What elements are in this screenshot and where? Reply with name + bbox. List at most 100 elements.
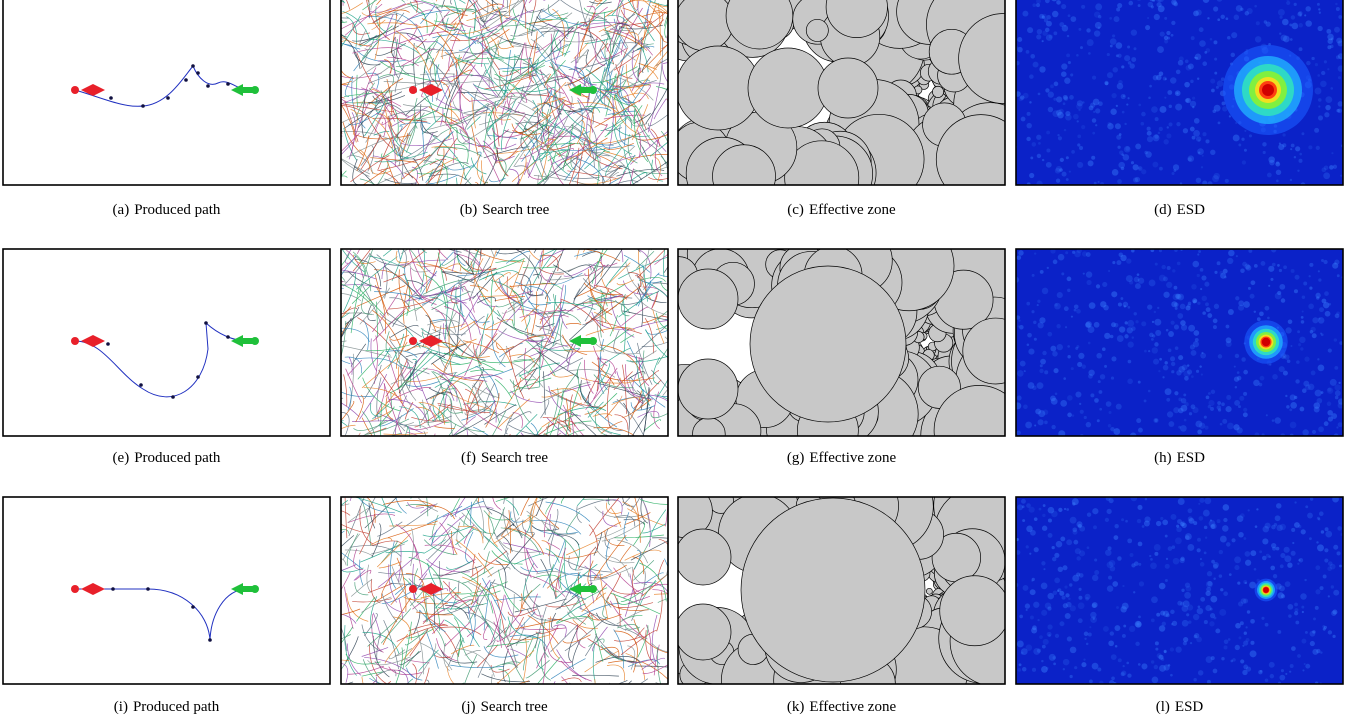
density-speck — [1330, 87, 1333, 90]
density-speck — [1233, 135, 1240, 142]
caption-label: (i) — [114, 699, 128, 715]
background — [3, 249, 330, 436]
density-speck — [1069, 95, 1074, 100]
density-speck — [1138, 563, 1141, 566]
density-speck — [1098, 15, 1101, 18]
density-speck — [1111, 676, 1115, 680]
density-speck — [1262, 538, 1268, 544]
density-speck — [1037, 304, 1039, 306]
density-speck — [1211, 560, 1215, 564]
density-speck — [1245, 11, 1249, 15]
density-speck — [1291, 646, 1296, 651]
density-speck — [1097, 419, 1100, 422]
density-speck — [1243, 412, 1248, 417]
density-speck — [1295, 275, 1300, 280]
density-speck — [1312, 649, 1318, 655]
density-speck — [1086, 321, 1092, 327]
density-speck — [1183, 393, 1186, 396]
density-speck — [1065, 593, 1069, 597]
panel — [297, 203, 711, 485]
density-speck — [1265, 679, 1269, 683]
density-speck — [1047, 607, 1051, 611]
density-speck — [1171, 21, 1175, 25]
density-speck — [1218, 122, 1221, 125]
density-speck — [1244, 632, 1247, 635]
density-speck — [1259, 550, 1262, 553]
density-speck — [1187, 544, 1194, 551]
density-speck — [1152, 162, 1158, 168]
density-speck — [1187, 304, 1191, 308]
density-speck — [1117, 335, 1124, 342]
density-speck — [1265, 623, 1269, 627]
density-speck — [1188, 157, 1192, 161]
density-speck — [1034, 547, 1039, 552]
density-speck — [1260, 376, 1265, 381]
zone-circle — [675, 529, 731, 585]
density-speck — [1017, 504, 1023, 510]
panel — [1015, 0, 1344, 187]
density-speck — [1299, 337, 1305, 343]
density-speck — [1315, 606, 1319, 610]
density-speck — [1315, 63, 1318, 66]
density-speck — [1150, 562, 1157, 569]
density-speck — [1304, 357, 1309, 362]
density-speck — [1178, 366, 1185, 373]
density-speck — [1321, 333, 1324, 336]
density-speck — [1111, 291, 1117, 297]
density-speck — [1243, 301, 1250, 308]
density-speck — [1204, 552, 1207, 555]
panel-content — [1014, 495, 1344, 686]
density-speck — [1180, 425, 1187, 432]
density-speck — [1077, 162, 1083, 168]
density-speck — [1046, 131, 1050, 135]
density-speck — [1201, 275, 1206, 280]
density-speck — [1318, 365, 1325, 372]
density-speck — [1231, 32, 1237, 38]
density-speck — [1337, 551, 1341, 555]
density-speck — [1193, 678, 1196, 681]
density-speck — [1137, 505, 1142, 510]
density-speck — [1286, 1, 1290, 5]
density-speck — [1325, 311, 1331, 317]
density-speck — [1105, 82, 1108, 85]
density-speck — [1026, 609, 1028, 611]
density-speck — [1141, 122, 1145, 126]
caption: (d)ESD — [1154, 202, 1205, 218]
density-speck — [1179, 56, 1184, 61]
density-speck — [1064, 508, 1066, 510]
waypoint — [109, 96, 113, 100]
density-speck — [1204, 526, 1208, 530]
density-speck — [1092, 575, 1098, 581]
density-speck — [1235, 386, 1237, 388]
density-speck — [1244, 130, 1246, 132]
density-speck — [1093, 525, 1097, 529]
density-speck — [1269, 160, 1275, 166]
density-speck — [1099, 408, 1102, 411]
density-speck — [1206, 307, 1211, 312]
density-speck — [1058, 254, 1065, 261]
density-speck — [1210, 524, 1215, 529]
density-speck — [1188, 508, 1193, 513]
waypoint — [206, 84, 210, 88]
density-speck — [1331, 611, 1336, 616]
density-speck — [1036, 135, 1041, 140]
density-speck — [1167, 126, 1169, 128]
density-speck — [1197, 274, 1200, 277]
density-speck — [1199, 27, 1204, 32]
density-speck — [1078, 602, 1085, 609]
density-speck — [1239, 396, 1244, 401]
density-speck — [1082, 365, 1086, 369]
density-speck — [1144, 400, 1147, 403]
density-speck — [1124, 305, 1126, 307]
density-speck — [1333, 590, 1339, 596]
density-speck — [1301, 132, 1304, 135]
density-speck — [1335, 396, 1339, 400]
density-speck — [1194, 635, 1198, 639]
density-speck — [1196, 136, 1201, 141]
density-speck — [1017, 255, 1022, 260]
zone-circle — [713, 145, 776, 208]
density-speck — [1272, 419, 1275, 422]
density-speck — [1042, 351, 1046, 355]
density-speck — [1297, 654, 1301, 658]
density-speck — [1328, 595, 1330, 597]
